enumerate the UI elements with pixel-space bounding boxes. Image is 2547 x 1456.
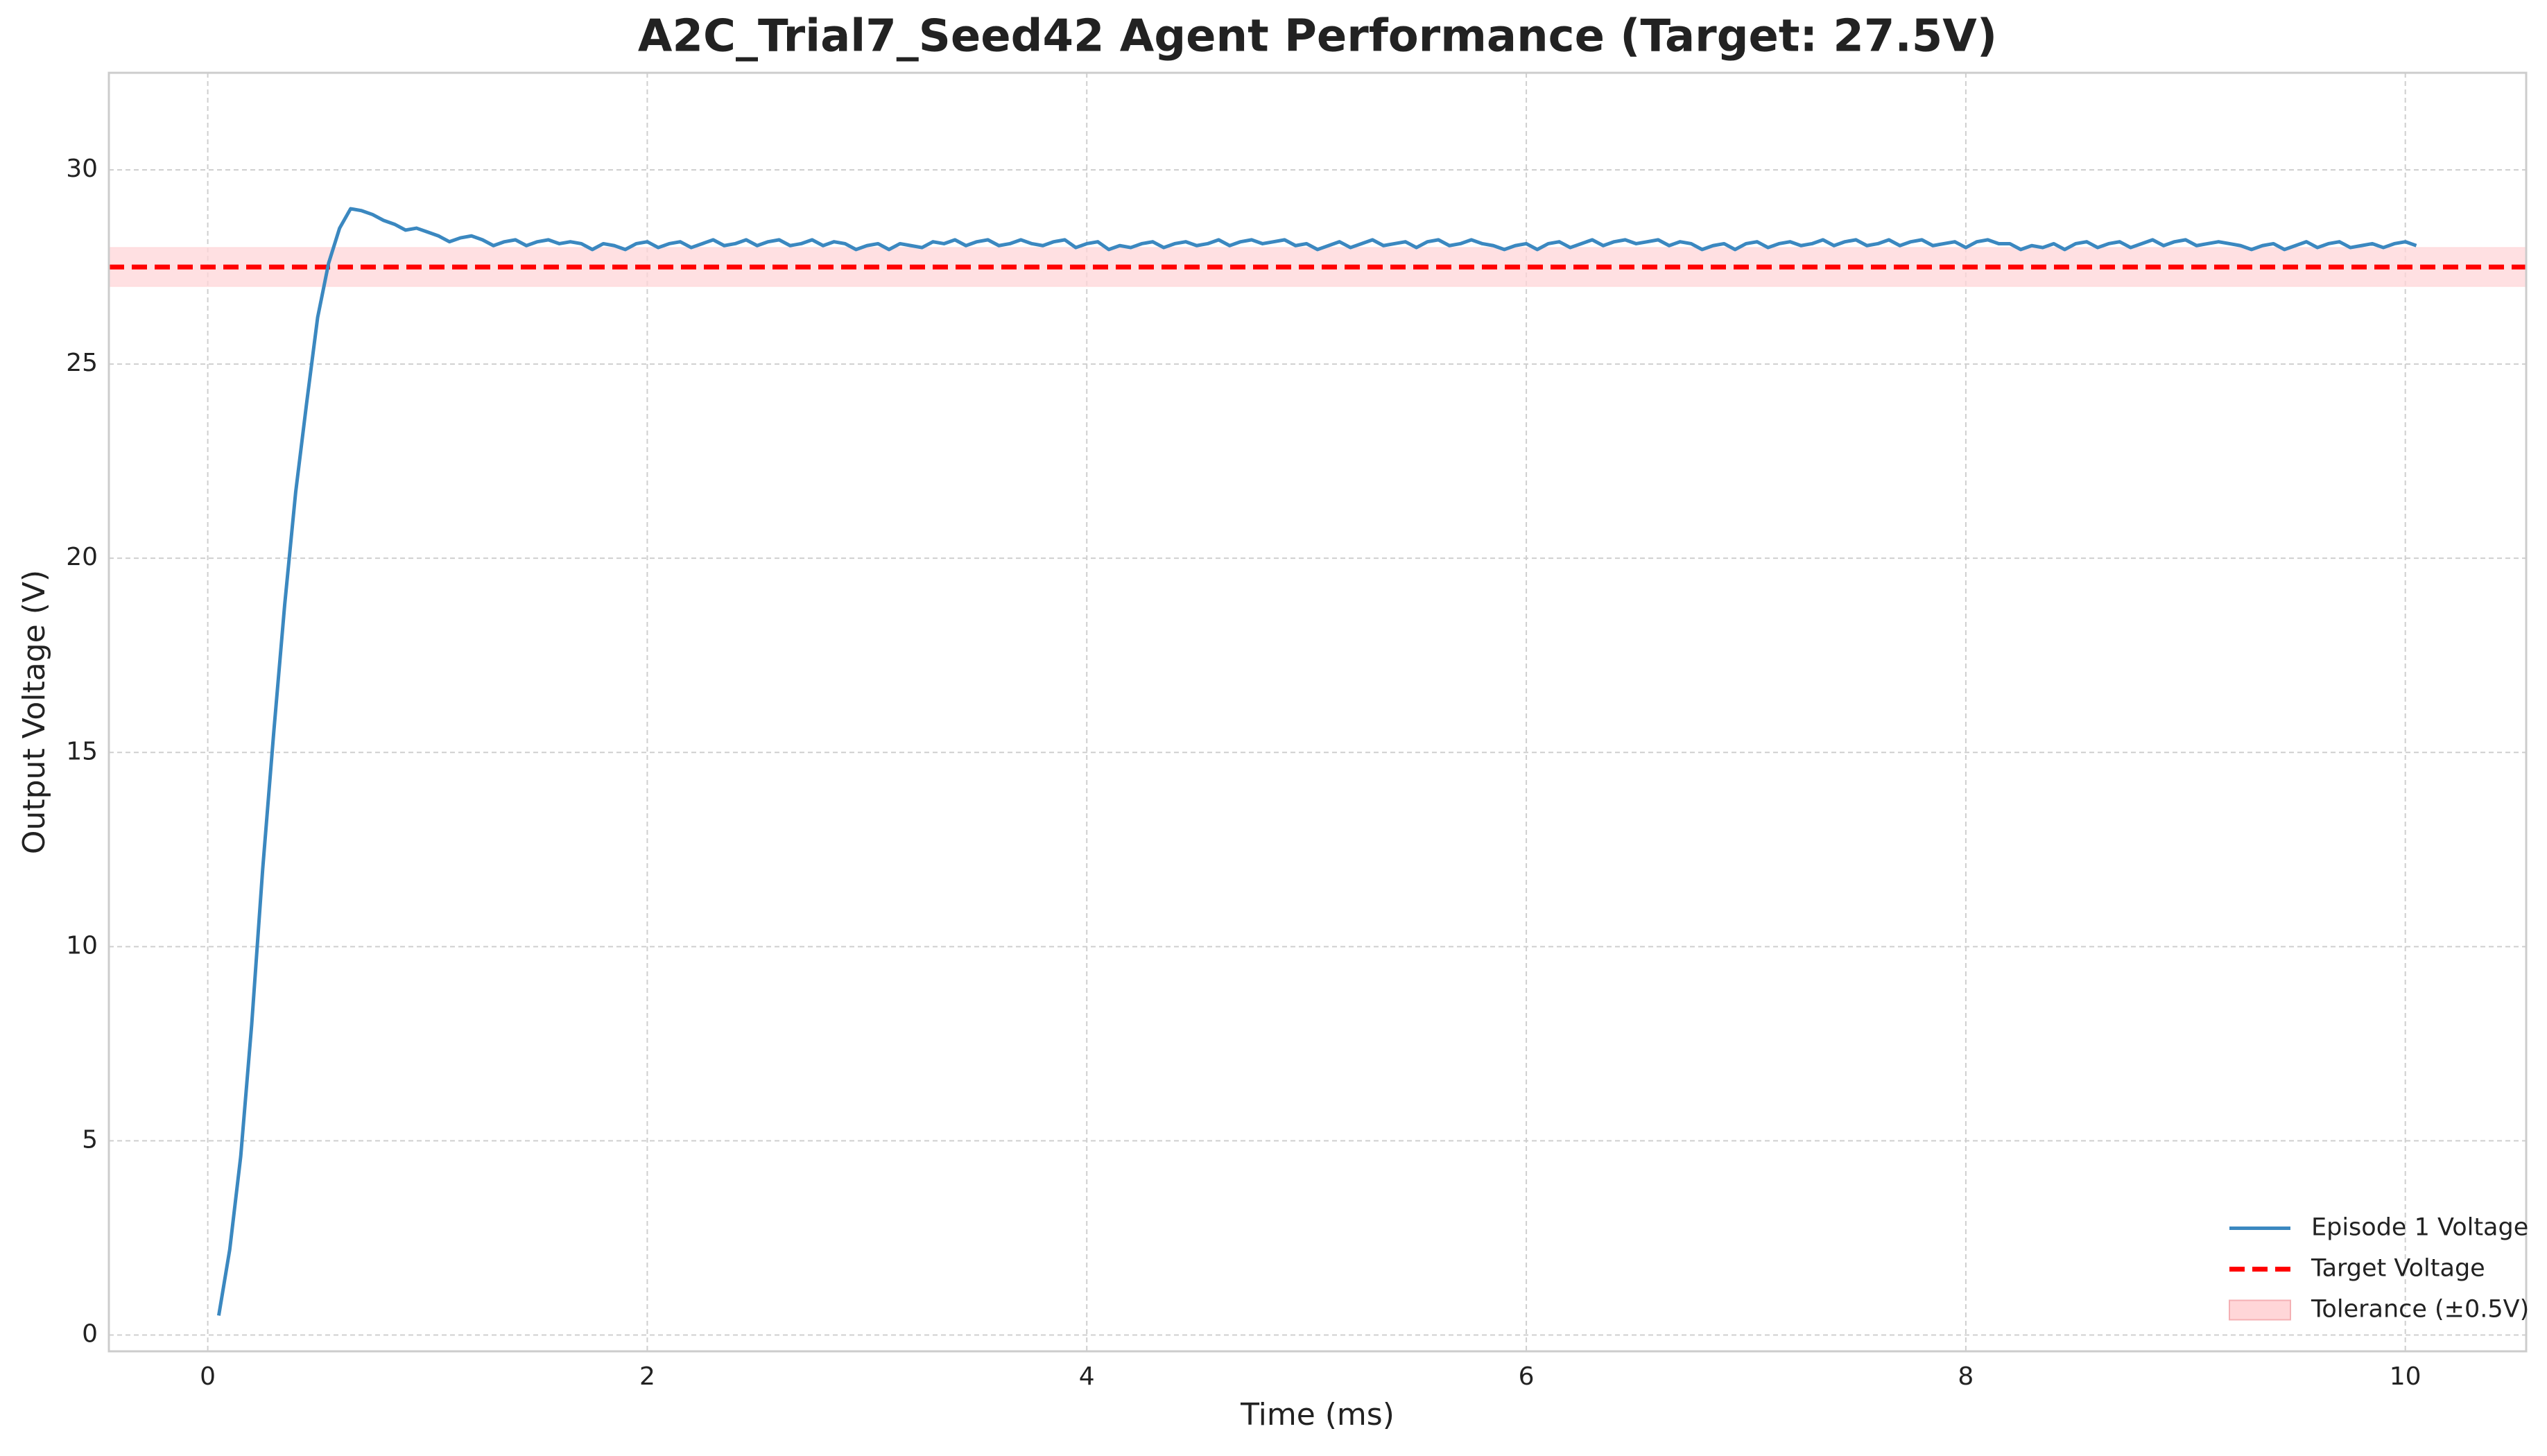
legend-label: Episode 1 Voltage <box>2311 1214 2528 1242</box>
x-axis-label: Time (ms) <box>1240 1397 1395 1432</box>
y-tick-label: 15 <box>66 737 98 765</box>
x-tick-label: 10 <box>2390 1362 2421 1391</box>
x-tick-label: 4 <box>1079 1362 1095 1391</box>
y-tick-label: 5 <box>82 1125 98 1154</box>
x-tick-label: 2 <box>639 1362 655 1391</box>
plot-frame <box>107 71 2528 1353</box>
y-axis-label: Output Voltage (V) <box>17 570 52 854</box>
x-tick-label: 0 <box>200 1362 216 1391</box>
legend-swatch <box>2229 1299 2291 1321</box>
y-tick-label: 10 <box>66 931 98 960</box>
y-tick-label: 30 <box>66 155 98 183</box>
x-tick-label: 6 <box>1519 1362 1535 1391</box>
x-tick-label: 8 <box>1958 1362 1974 1391</box>
chart-title: A2C_Trial7_Seed42 Agent Performance (Tar… <box>638 11 1997 62</box>
y-tick-label: 20 <box>66 543 98 571</box>
legend-label: Tolerance (±0.5V) <box>2311 1296 2529 1324</box>
y-tick-label: 25 <box>66 349 98 377</box>
tolerance-band <box>108 247 2527 287</box>
legend-label: Target Voltage <box>2311 1255 2485 1283</box>
data-line <box>216 207 2417 1316</box>
y-tick-label: 0 <box>82 1319 98 1348</box>
